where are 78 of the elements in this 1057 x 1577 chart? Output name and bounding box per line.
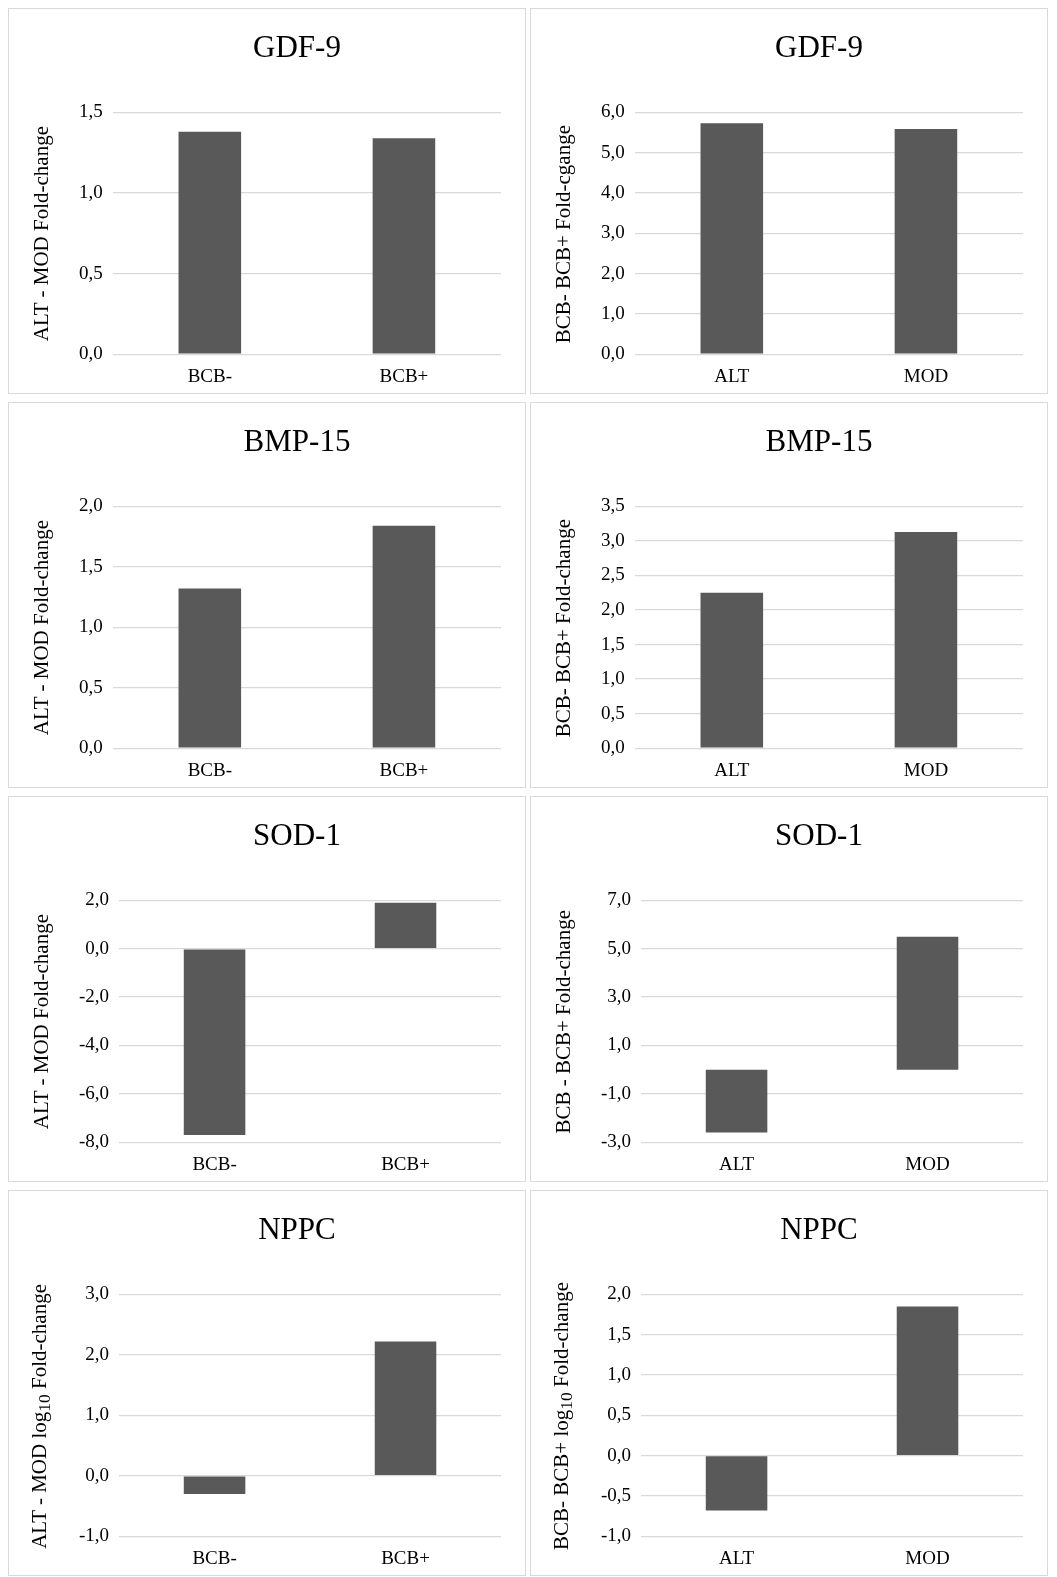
chart-title: BMP-15 [764,423,874,459]
y-tick-label: 0,0 [85,1463,110,1485]
y-tick-label: -1,0 [601,1524,632,1546]
y-axis-title: BCB- BCB+ Fold-change [550,518,576,738]
chart-title: SOD-1 [252,817,342,853]
y-tick-label: 1,0 [607,1362,632,1384]
y-tick-label: 1,0 [601,301,625,323]
y-tick-label: 1,5 [607,1322,632,1344]
y-tick-label: 1,0 [601,667,625,689]
y-tick-label: -2,0 [79,985,110,1007]
y-tick-label: 5,0 [607,936,632,958]
x-tick-label: BCB+ [379,364,429,386]
y-tick-label: 1,0 [607,1033,632,1055]
y-tick-label: 0,5 [79,675,103,697]
y-tick-label: 1,5 [601,632,625,654]
x-tick-label: MOD [903,364,949,386]
chart-title: GDF-9 [774,29,864,65]
y-tick-label: 1,5 [79,554,103,576]
y-tick-label: 3,5 [601,494,625,516]
x-tick-label: MOD [905,1546,950,1568]
x-tick-label: BCB+ [379,758,429,780]
y-tick-label: -6,0 [79,1081,110,1103]
x-tick-label: BCB- [192,1546,237,1568]
y-tick-label: 0,5 [601,701,625,723]
chart-title: NPPC [257,1211,337,1247]
x-tick-label: ALT [714,758,750,780]
y-axis-title: ALT - MOD Fold-change [28,520,54,736]
x-tick-label: ALT [718,1152,755,1174]
y-tick-label: 6,0 [601,100,625,122]
y-tick-label: 0,0 [79,736,103,758]
y-tick-label: -0,5 [601,1483,632,1505]
y-tick-label: 2,0 [607,1282,632,1304]
y-axis-title: BCB - BCB+ Fold-change [550,910,576,1134]
y-tick-label: -8,0 [79,1130,110,1152]
y-axis-title: BCB- BCB+ Fold-cgange [550,124,576,344]
y-tick-label: 2,5 [601,563,625,585]
y-tick-label: 1,5 [79,100,103,122]
y-tick-label: 4,0 [601,180,625,202]
y-tick-label: 1,0 [85,1403,110,1425]
y-tick-label: -1,0 [79,1524,110,1546]
y-tick-label: 5,0 [601,140,625,162]
y-tick-label: 7,0 [607,888,632,910]
y-tick-label: 2,0 [85,1342,110,1364]
x-tick-label: ALT [718,1546,755,1568]
y-tick-label: 1,0 [79,615,103,637]
y-axis-title: ALT - MOD Fold-change [28,126,54,342]
chart-title: NPPC [779,1211,859,1247]
y-tick-label: -1,0 [601,1081,632,1103]
chart-title: BMP-15 [242,423,352,459]
y-tick-label: 2,0 [601,598,625,620]
y-tick-label: 3,0 [601,221,625,243]
x-tick-label: ALT [714,364,750,386]
y-tick-label: -4,0 [79,1033,110,1055]
chart-title: GDF-9 [252,29,342,65]
y-tick-label: 2,0 [601,261,625,283]
y-tick-label: 0,0 [607,1443,632,1465]
x-tick-label: MOD [905,1152,950,1174]
x-tick-label: BCB- [192,1152,237,1174]
y-tick-label: 0,5 [607,1403,632,1425]
y-tick-label: 2,0 [79,494,103,516]
y-tick-label: 3,0 [607,985,632,1007]
x-tick-label: BCB+ [381,1152,430,1174]
y-tick-label: 0,0 [601,736,625,758]
y-tick-label: 0,5 [79,261,103,283]
y-tick-label: 0,0 [85,936,110,958]
y-tick-label: 3,0 [601,528,625,550]
y-tick-label: 0,0 [601,342,625,364]
y-axis-title: ALT - MOD Fold-change [28,914,54,1130]
y-tick-label: 3,0 [85,1282,110,1304]
x-tick-label: BCB+ [381,1546,430,1568]
x-tick-label: BCB- [187,758,232,780]
x-tick-label: MOD [903,758,949,780]
y-tick-label: 1,0 [79,180,103,202]
y-tick-label: 2,0 [85,888,110,910]
x-tick-label: BCB- [187,364,232,386]
chart-title: SOD-1 [774,817,864,853]
y-tick-label: 0,0 [79,342,103,364]
y-tick-label: -3,0 [601,1130,632,1152]
